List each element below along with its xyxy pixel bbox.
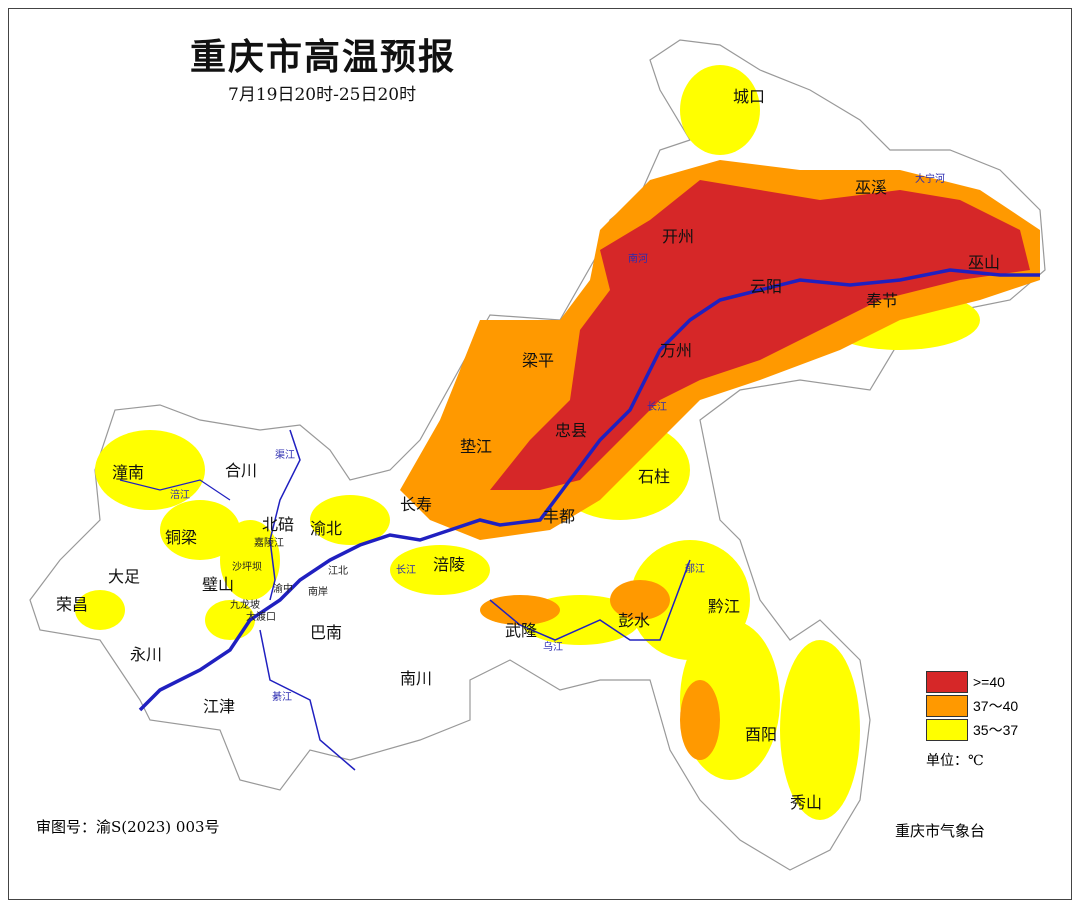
legend-item: 35～37	[926, 718, 1018, 742]
label-fengdu: 丰都	[543, 507, 575, 526]
label-dianjiang: 垫江	[460, 437, 492, 456]
legend: >=40 37～40 35～37 单位：℃	[926, 670, 1018, 770]
legend-item: >=40	[926, 670, 1018, 694]
label-zhongxian: 忠县	[555, 421, 587, 440]
label-qijiang-river: 綦江	[272, 690, 292, 703]
label-jiangjin: 江津	[203, 697, 235, 716]
label-kaizhou: 开州	[662, 227, 694, 246]
label-shizhu: 石柱	[638, 467, 670, 486]
label-jiulongpo: 九龙坡	[230, 598, 260, 611]
label-tongnan: 潼南	[112, 463, 144, 482]
legend-swatch-yellow	[926, 719, 968, 741]
label-fujiang: 涪江	[170, 488, 190, 501]
river-qijiang	[259, 629, 356, 771]
legend-swatch-orange	[926, 695, 968, 717]
label-chengkou: 城口	[733, 87, 765, 106]
district-labels: 城口 巫溪 巫山 开州 云阳 奉节 万州 梁平 垫江 忠县 石柱 长寿 丰都 涪…	[56, 87, 1000, 812]
legend-item: 37～40	[926, 694, 1018, 718]
label-qujiang: 渠江	[275, 449, 295, 461]
river-jialing	[269, 429, 301, 601]
map-frame	[8, 8, 1072, 900]
label-changjiang-1: 长江	[647, 401, 667, 413]
label-nanhe: 南河	[628, 252, 648, 265]
label-banan: 巴南	[310, 623, 342, 642]
legend-unit: 单位：℃	[926, 753, 984, 769]
approval-number: 审图号：渝S(2023) 003号	[36, 818, 220, 836]
river-wu	[489, 559, 691, 641]
river-labels: 渠江 涪江 大宁河 南河 长江 长江 乌江 郁江 綦江	[170, 172, 945, 703]
label-hechuan: 合川	[225, 461, 257, 480]
label-pengshui: 彭水	[618, 611, 650, 630]
label-yongchuan: 永川	[130, 645, 162, 664]
label-daning: 大宁河	[915, 172, 945, 185]
label-liangping: 梁平	[522, 351, 554, 370]
river-fu	[119, 479, 231, 501]
label-qianjiang: 黔江	[708, 597, 740, 616]
label-changjiang-2: 长江	[396, 564, 416, 576]
legend-label: 37～40	[973, 698, 1019, 714]
label-yunyang: 云阳	[750, 277, 782, 296]
label-dadukou: 大渡口	[246, 610, 276, 623]
label-nanan: 南岸	[308, 585, 328, 598]
label-wanzhou: 万州	[660, 341, 692, 360]
label-fuling: 涪陵	[433, 555, 465, 574]
legend-swatch-red	[926, 671, 968, 693]
label-yujiang: 郁江	[685, 562, 705, 575]
issuer: 重庆市气象台	[895, 822, 986, 840]
label-fengjie: 奉节	[866, 291, 898, 310]
label-xiushan: 秀山	[790, 793, 822, 812]
label-wuxi: 巫溪	[855, 178, 887, 197]
label-beibei: 北碚	[262, 515, 294, 534]
label-yubei: 渝北	[310, 519, 342, 538]
river-yangtze	[138, 268, 1040, 712]
label-nanchuan: 南川	[400, 669, 432, 688]
legend-label: >=40	[973, 674, 1005, 690]
label-dazu: 大足	[108, 567, 140, 586]
label-rongchang: 荣昌	[56, 595, 88, 614]
label-tongliang: 铜梁	[165, 528, 197, 547]
label-wulong: 武隆	[505, 621, 537, 640]
rivers	[119, 268, 1040, 771]
label-youyang: 酉阳	[745, 725, 777, 744]
label-shapingba: 沙坪坝	[232, 560, 262, 573]
label-jialingjiang: 嘉陵江	[254, 536, 284, 549]
map-subtitle: 7月19日20时-25日20时	[228, 85, 417, 105]
label-wujiang: 乌江	[543, 640, 563, 653]
legend-label: 35～37	[973, 722, 1019, 738]
map-title: 重庆市高温预报	[190, 36, 457, 78]
label-changshou: 长寿	[400, 495, 432, 514]
label-bishan: 璧山	[202, 575, 234, 594]
label-jiangbei: 江北	[328, 565, 348, 577]
urban-labels: 嘉陵江 沙坪坝 渝中 南岸 江北 九龙坡 大渡口	[230, 536, 348, 623]
label-wushan: 巫山	[968, 253, 1000, 272]
zone-above-40	[490, 180, 1030, 490]
label-yuzhong: 渝中	[273, 582, 293, 595]
